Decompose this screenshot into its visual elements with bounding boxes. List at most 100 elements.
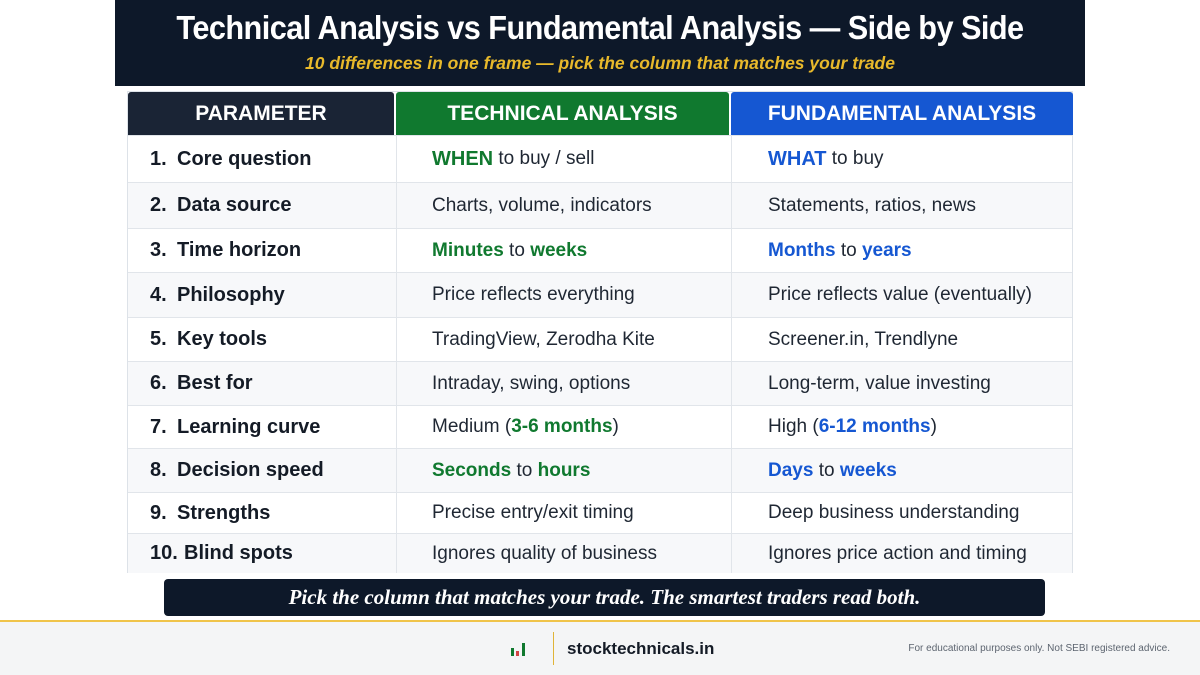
technical-text: Medium (	[432, 416, 512, 437]
technical-cell: Minutes to weeks	[396, 229, 729, 272]
fundamental-text: Price reflects value (eventually)	[768, 284, 1032, 305]
technical-text: Ignores quality of business	[432, 542, 657, 564]
table-row: 8. Decision speed Seconds to hours Days to …	[128, 448, 1072, 492]
disclaimer: For educational purposes only. Not SEBI …	[908, 643, 1170, 654]
fundamental-highlight: years	[861, 239, 912, 261]
technical-highlight: hours	[537, 459, 591, 481]
fundamental-cell: Long-term, value investing	[731, 362, 1072, 405]
table-row: 3. Time horizon Minutes to weeks Months to …	[128, 228, 1072, 272]
technical-cell: Medium (3-6 months)	[396, 406, 729, 448]
technical-highlight: Minutes	[432, 239, 504, 261]
parameter-cell: 7. Learning curve	[150, 406, 390, 448]
fundamental-text: to	[813, 459, 840, 481]
table-row: 6. Best for Intraday, swing, options Long-t…	[128, 361, 1072, 405]
technical-highlight: weeks	[530, 239, 588, 261]
parameter-cell: 5. Key tools	[150, 318, 390, 361]
row-number: 5.	[150, 328, 167, 350]
parameter-cell: 4. Philosophy	[150, 273, 390, 317]
technical-cell: Intraday, swing, options	[396, 362, 729, 405]
parameter-label: Learning curve	[177, 415, 321, 438]
parameter-label: Philosophy	[177, 283, 285, 306]
fundamental-text: Statements, ratios, news	[768, 194, 977, 216]
fundamental-highlight: weeks	[839, 459, 897, 481]
parameter-cell: 8. Decision speed	[150, 449, 390, 492]
table-row: 2. Data source Charts, volume, indicators S…	[128, 182, 1072, 228]
fundamental-text: Ignores price action and timing	[768, 542, 1027, 564]
parameter-label: Data source	[177, 194, 292, 216]
technical-text: to	[511, 459, 538, 481]
technical-highlight: Seconds	[432, 459, 512, 481]
takeaway-banner: Pick the column that matches your trade.…	[164, 579, 1045, 616]
technical-cell: Price reflects everything	[396, 273, 729, 317]
page-title: Technical Analysis vs Fundamental Analys…	[176, 9, 1024, 46]
technical-text: Charts, volume, indicators	[432, 194, 652, 216]
fundamental-cell: Days to weeks	[731, 449, 1072, 492]
parameter-label: Best for	[177, 372, 253, 394]
site-name: stocktechnicals.in	[567, 639, 715, 658]
table-row: 9. Strengths Precise entry/exit timing Deep…	[128, 492, 1072, 533]
fundamental-cell: High (6-12 months)	[731, 406, 1072, 448]
technical-text: to buy / sell	[493, 148, 595, 169]
technical-cell: WHEN to buy / sell	[396, 136, 729, 182]
page-subtitle: 10 differences in one frame — pick the c…	[305, 53, 895, 73]
row-number: 9.	[150, 501, 167, 524]
column-header-parameter: PARAMETER	[128, 92, 394, 135]
technical-text: )	[612, 416, 619, 437]
technical-text: to	[503, 239, 531, 261]
technical-text: Intraday, swing, options	[432, 372, 631, 394]
parameter-cell: 6. Best for	[150, 362, 390, 405]
parameter-cell: 10. Blind spots	[150, 534, 390, 573]
fundamental-text: High (	[768, 416, 819, 437]
right-margin	[1085, 0, 1200, 675]
column-header-technical: TECHNICAL ANALYSIS	[396, 92, 729, 135]
fundamental-highlight: WHAT	[768, 147, 827, 170]
technical-highlight: WHEN	[432, 147, 494, 170]
parameter-cell: 3. Time horizon	[150, 229, 390, 272]
fundamental-highlight: Months	[768, 239, 836, 261]
row-number: 8.	[150, 459, 167, 481]
row-number: 7.	[150, 415, 167, 438]
footer: stocktechnicals.in For educational purpo…	[0, 620, 1200, 675]
technical-cell: Ignores quality of business	[396, 534, 729, 573]
comparison-table: PARAMETER TECHNICAL ANALYSIS FUNDAMENTAL…	[127, 91, 1073, 573]
table-row: 7. Learning curve Medium (3-6 months) High …	[128, 405, 1072, 448]
fundamental-text: Long-term, value investing	[768, 372, 991, 394]
technical-text: Price reflects everything	[432, 284, 635, 305]
footer-divider	[553, 632, 554, 665]
technical-cell: Charts, volume, indicators	[396, 183, 729, 228]
parameter-label: Time horizon	[177, 239, 302, 261]
row-number: 4.	[150, 283, 167, 306]
technical-highlight: 3-6 months	[511, 416, 613, 437]
fundamental-cell: Price reflects value (eventually)	[731, 273, 1072, 317]
row-number: 10.	[150, 542, 178, 564]
technical-cell: Precise entry/exit timing	[396, 493, 729, 533]
fundamental-text: to buy	[826, 148, 884, 169]
fundamental-text: )	[930, 416, 937, 437]
parameter-label: Strengths	[177, 501, 271, 524]
technical-text: Precise entry/exit timing	[432, 502, 634, 523]
fundamental-cell: Deep business understanding	[731, 493, 1072, 533]
fundamental-highlight: Days	[768, 459, 814, 481]
fundamental-text: to	[835, 239, 862, 261]
parameter-label: Key tools	[177, 328, 268, 350]
fundamental-text: Deep business understanding	[768, 502, 1020, 523]
technical-cell: Seconds to hours	[396, 449, 729, 492]
bar-chart-icon	[511, 643, 525, 656]
row-number: 6.	[150, 372, 167, 394]
fundamental-cell: Statements, ratios, news	[731, 183, 1072, 228]
table-row: 5. Key tools TradingView, Zerodha Kite Scre…	[128, 317, 1072, 361]
parameter-label: Core question	[177, 147, 312, 170]
header: Technical Analysis vs Fundamental Analys…	[115, 0, 1085, 86]
fundamental-text: Screener.in, Trendlyne	[768, 328, 959, 350]
technical-cell: TradingView, Zerodha Kite	[396, 318, 729, 361]
technical-text: TradingView, Zerodha Kite	[432, 328, 655, 350]
fundamental-cell: Screener.in, Trendlyne	[731, 318, 1072, 361]
column-header-fundamental: FUNDAMENTAL ANALYSIS	[731, 92, 1073, 135]
fundamental-highlight: 6-12 months	[818, 416, 931, 437]
parameter-cell: 9. Strengths	[150, 493, 390, 533]
parameter-cell: 2. Data source	[150, 183, 390, 228]
fundamental-cell: WHAT to buy	[731, 136, 1072, 182]
parameter-cell: 1. Core question	[150, 136, 390, 182]
fundamental-cell: Ignores price action and timing	[731, 534, 1072, 573]
parameter-label: Blind spots	[184, 542, 293, 564]
